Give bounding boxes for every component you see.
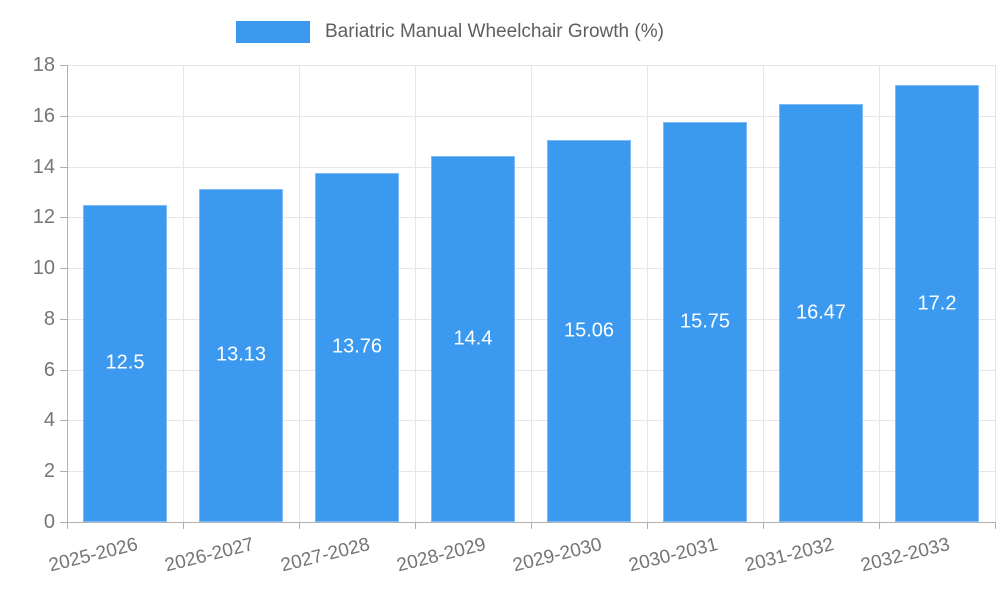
v-gridline (183, 65, 184, 522)
x-tick-mark (299, 522, 300, 529)
bar-value-label: 16.47 (795, 301, 847, 324)
x-tick-mark (879, 522, 880, 529)
bar-value-label: 15.06 (563, 319, 615, 342)
bar-value-label: 12.5 (105, 351, 145, 374)
x-tick-mark (995, 522, 996, 529)
x-axis-label: 2025-2026 (46, 534, 141, 577)
y-axis-label: 16 (32, 104, 55, 127)
bar-2032-2033[interactable] (895, 85, 979, 522)
y-axis-label: 8 (43, 307, 55, 330)
bar-2026-2027[interactable] (199, 188, 283, 522)
y-axis-label: 0 (43, 511, 55, 533)
x-axis-label: 2029-2030 (510, 534, 605, 577)
bar-value-label: 13.76 (331, 335, 383, 358)
x-axis-label: 2031-2032 (742, 534, 837, 577)
y-tick-mark (60, 318, 67, 320)
bar-2029-2030[interactable] (547, 139, 631, 522)
v-gridline (879, 65, 880, 522)
y-tick-mark (60, 420, 67, 422)
bar-2030-2031[interactable] (663, 122, 747, 522)
y-axis-label: 14 (32, 155, 55, 178)
x-tick-mark (531, 522, 532, 529)
y-tick-mark (60, 522, 67, 523)
y-axis-label: 2 (43, 460, 55, 483)
y-tick-mark (60, 115, 67, 117)
y-tick-mark (60, 471, 67, 473)
x-axis-label: 2032-2033 (858, 534, 953, 577)
y-axis-line (67, 65, 68, 522)
y-axis-label: 10 (32, 257, 55, 280)
bar-2027-2028[interactable] (315, 172, 399, 522)
legend-swatch (236, 21, 310, 43)
x-tick-mark (647, 522, 648, 529)
bar-2031-2032[interactable] (779, 103, 863, 522)
bar-value-label: 13.13 (215, 343, 267, 366)
y-tick-mark (60, 268, 67, 270)
y-axis-label: 4 (43, 409, 55, 432)
y-tick-mark (60, 369, 67, 371)
legend-label: Bariatric Manual Wheelchair Growth (%) (325, 21, 664, 42)
y-tick-mark (60, 65, 67, 66)
legend[interactable]: Bariatric Manual Wheelchair Growth (%) (236, 21, 664, 43)
x-tick-mark (67, 522, 68, 529)
y-tick-mark (60, 166, 67, 168)
v-gridline (647, 65, 648, 522)
x-tick-mark (183, 522, 184, 529)
y-axis-label: 6 (43, 358, 55, 381)
v-gridline (763, 65, 764, 522)
bar-2028-2029[interactable] (431, 156, 515, 522)
y-tick-mark (60, 217, 67, 219)
bar-2025-2026[interactable] (83, 204, 167, 522)
y-axis-label: 12 (32, 206, 55, 229)
bar-value-label: 14.4 (453, 327, 493, 350)
x-axis-label: 2027-2028 (278, 534, 373, 577)
x-tick-mark (763, 522, 764, 529)
v-gridline (995, 65, 996, 522)
x-axis-label: 2030-2031 (626, 534, 721, 577)
x-tick-mark (415, 522, 416, 529)
x-axis-label: 2028-2029 (394, 534, 489, 577)
y-axis-label: 18 (32, 54, 55, 76)
v-gridline (299, 65, 300, 522)
bar-value-label: 15.75 (679, 310, 731, 333)
x-axis-label: 2026-2027 (162, 534, 257, 577)
bar-value-label: 17.2 (917, 292, 957, 315)
v-gridline (531, 65, 532, 522)
v-gridline (415, 65, 416, 522)
